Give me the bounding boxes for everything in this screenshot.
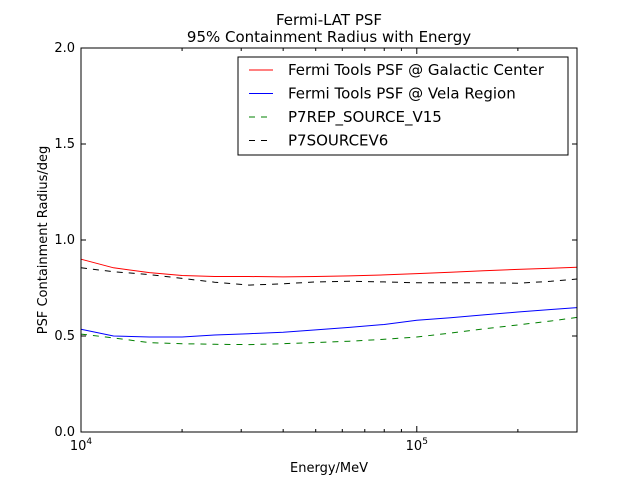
legend-box xyxy=(237,56,569,156)
y-axis-label: PSF Containment Radius/deg xyxy=(36,146,51,335)
y-tick-label: 1.5 xyxy=(54,137,75,152)
series-layer xyxy=(80,258,578,346)
series-line-4 xyxy=(80,267,578,286)
ticks-layer: 0.0 0.5 1.0 1.5 2.0 104 105 xyxy=(54,41,577,454)
x-tick-label: 105 xyxy=(406,437,428,454)
y-tick-label: 2.0 xyxy=(54,41,75,56)
legend: Fermi Tools PSF @ Galactic Center Fermi T… xyxy=(237,56,569,156)
x-axis-label: Energy/MeV xyxy=(290,461,368,476)
y-tick-label: 1.0 xyxy=(54,233,75,248)
series-line-2 xyxy=(80,307,578,338)
legend-label-3: P7REP_SOURCE_V15 xyxy=(288,108,442,127)
legend-entries: Fermi Tools PSF @ Galactic Center Fermi T… xyxy=(249,61,545,150)
series-line-3 xyxy=(80,316,578,346)
chart-title: Fermi-LAT PSF xyxy=(276,11,382,29)
chart-subtitle: 95% Containment Radius with Energy xyxy=(187,28,471,46)
legend-label-4: P7SOURCEV6 xyxy=(288,132,388,150)
series-line-1 xyxy=(80,258,578,278)
y-tick-label: 0.0 xyxy=(54,425,75,440)
y-tick-label: 0.5 xyxy=(54,329,75,344)
legend-label-2: Fermi Tools PSF @ Vela Region xyxy=(288,85,516,103)
legend-label-1: Fermi Tools PSF @ Galactic Center xyxy=(288,61,545,79)
x-tick-label: 104 xyxy=(70,437,93,454)
